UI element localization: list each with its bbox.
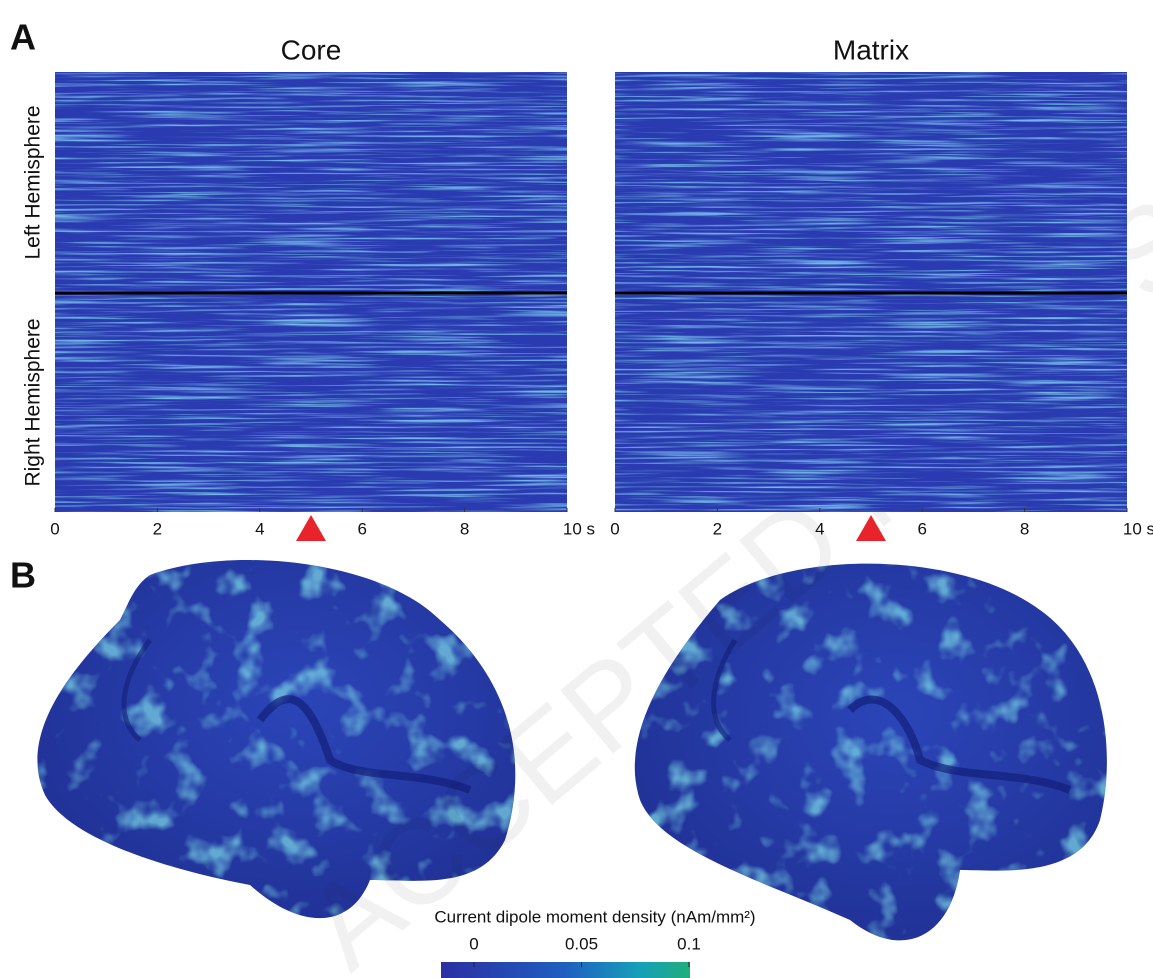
time-marker [856, 515, 886, 541]
x-tick-label: 2 [713, 519, 722, 538]
x-tick-label: 10 s [563, 519, 595, 538]
time-marker [296, 515, 326, 541]
x-tick-label: 6 [917, 519, 926, 538]
x-tick-label: 0 [50, 519, 59, 538]
chart-title: Matrix [833, 34, 909, 65]
x-tick-label: 4 [255, 519, 264, 538]
y-axis-label: Left Hemisphere [22, 105, 45, 259]
brain-right [634, 563, 1107, 941]
colorbar-tick-label: 0.05 [565, 934, 598, 953]
x-tick-label: 4 [815, 519, 824, 538]
x-tick-label: 8 [460, 519, 469, 538]
x-tick-label: 8 [1020, 519, 1029, 538]
colorbar-tick-label: 0 [469, 934, 478, 953]
x-tick-label: 0 [610, 519, 619, 538]
panel-label: A [10, 17, 36, 58]
chart-title: Core [281, 34, 342, 65]
x-tick-label: 2 [153, 519, 162, 538]
y-axis-label: Right Hemisphere [22, 318, 45, 486]
colorbar-tick-label: 0.1 [677, 934, 701, 953]
brain-left [37, 560, 516, 919]
x-tick-label: 6 [357, 519, 366, 538]
colorbar-label: Current dipole moment density (nAm/mm²) [434, 907, 755, 926]
x-tick-label: 10 s [1123, 519, 1153, 538]
panel-label: B [10, 555, 36, 596]
colorbar [441, 962, 690, 978]
